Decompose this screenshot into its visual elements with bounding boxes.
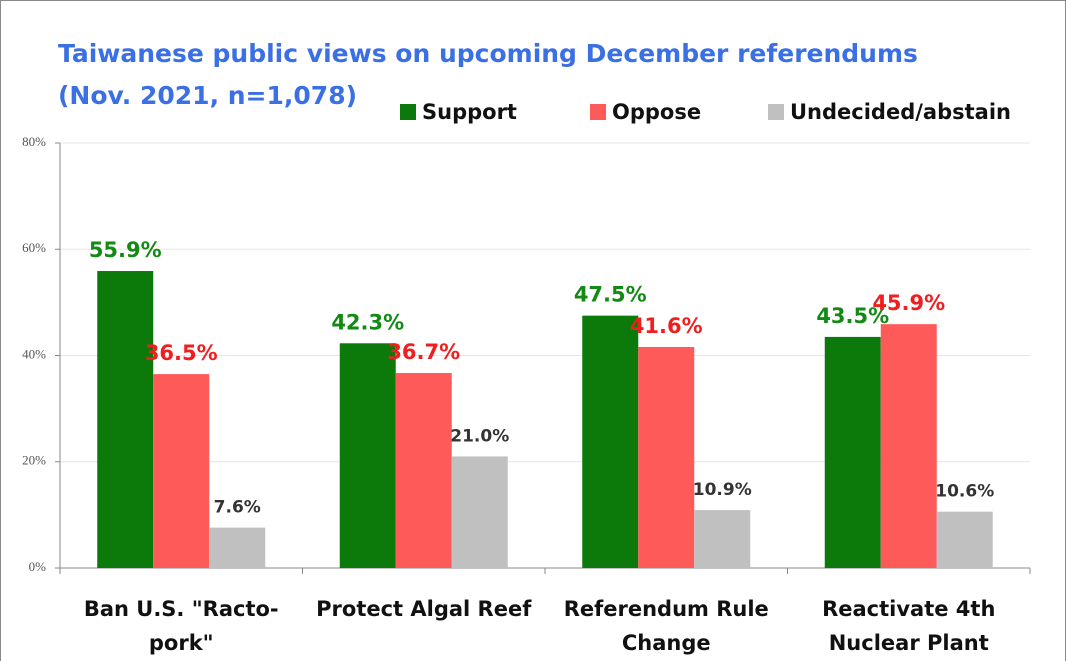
- y-tick-label: 20%: [22, 453, 46, 468]
- bar: [153, 374, 210, 568]
- value-label: 36.5%: [145, 341, 218, 365]
- chart-title: Taiwanese public views on upcoming Decem…: [58, 39, 918, 68]
- bar: [824, 336, 881, 568]
- x-tick-label: Protect Algal Reef: [316, 597, 532, 621]
- value-label: 7.6%: [214, 498, 261, 518]
- bar: [451, 456, 508, 568]
- x-tick-label: Reactivate 4th Nuclear Plant: [822, 597, 996, 655]
- bar: [209, 527, 266, 568]
- legend-label: Oppose: [612, 100, 701, 124]
- legend-swatch: [768, 104, 784, 120]
- bar: [638, 347, 695, 568]
- value-label: 47.5%: [574, 283, 647, 307]
- value-label: 55.9%: [89, 238, 162, 262]
- y-tick-label: 80%: [22, 134, 46, 149]
- bar: [936, 511, 993, 568]
- bar: [97, 271, 154, 568]
- y-tick-label: 0%: [29, 559, 47, 574]
- bar: [694, 510, 751, 568]
- legend-swatch: [590, 104, 606, 120]
- value-label: 36.7%: [387, 340, 460, 364]
- value-label: 41.6%: [630, 314, 703, 338]
- bar: [395, 373, 452, 568]
- y-tick-label: 40%: [22, 346, 46, 361]
- value-label: 45.9%: [872, 291, 945, 315]
- value-label: 21.0%: [450, 426, 509, 446]
- value-label: 42.3%: [331, 310, 404, 334]
- value-label: 43.5%: [816, 304, 889, 328]
- chart-subtitle: (Nov. 2021, n=1,078): [58, 81, 357, 110]
- x-tick-label: Ban U.S. "Racto-pork": [83, 597, 279, 655]
- y-tick-label: 60%: [22, 240, 46, 255]
- value-label: 10.6%: [935, 482, 994, 502]
- legend-swatch: [400, 104, 416, 120]
- bar: [339, 343, 396, 568]
- legend-label: Support: [422, 100, 517, 124]
- x-tick-label: Referendum Rule Change: [563, 597, 769, 655]
- value-label: 10.9%: [693, 480, 752, 500]
- bar: [582, 315, 639, 568]
- bar: [880, 324, 937, 568]
- legend-label: Undecided/abstain: [790, 100, 1011, 124]
